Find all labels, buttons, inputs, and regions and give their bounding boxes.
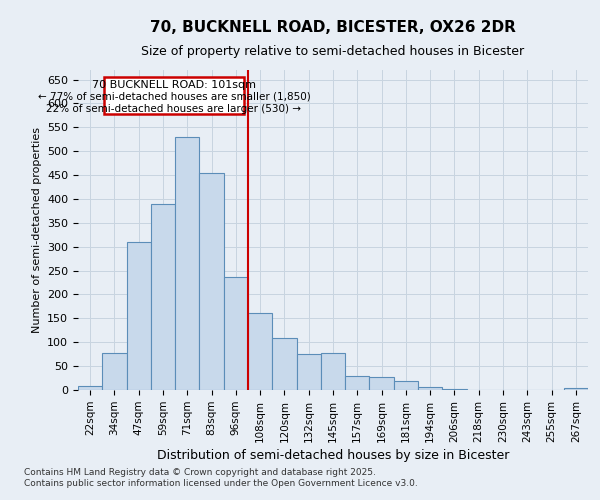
Text: ← 77% of semi-detached houses are smaller (1,850): ← 77% of semi-detached houses are smalle… [38, 92, 310, 102]
Bar [345, 376, 370, 390]
Bar [175, 137, 199, 390]
Y-axis label: Number of semi-detached properties: Number of semi-detached properties [32, 127, 41, 333]
Bar [104, 77, 244, 114]
Bar [442, 389, 467, 390]
Text: 22% of semi-detached houses are larger (530) →: 22% of semi-detached houses are larger (… [46, 104, 301, 114]
Bar [370, 376, 394, 390]
Text: 70, BUCKNELL ROAD, BICESTER, OX26 2DR: 70, BUCKNELL ROAD, BICESTER, OX26 2DR [150, 20, 516, 35]
Bar [272, 338, 296, 390]
Bar [321, 352, 345, 390]
Text: Size of property relative to semi-detached houses in Bicester: Size of property relative to semi-detach… [142, 45, 524, 58]
Bar [127, 242, 151, 390]
Bar [296, 354, 321, 390]
Bar [418, 386, 442, 390]
Bar [224, 277, 248, 390]
X-axis label: Distribution of semi-detached houses by size in Bicester: Distribution of semi-detached houses by … [157, 449, 509, 462]
Text: 70 BUCKNELL ROAD: 101sqm: 70 BUCKNELL ROAD: 101sqm [92, 80, 256, 90]
Bar [199, 172, 224, 390]
Bar [151, 204, 175, 390]
Bar [248, 313, 272, 390]
Bar [394, 382, 418, 390]
Bar [564, 388, 588, 390]
Text: Contains HM Land Registry data © Crown copyright and database right 2025.
Contai: Contains HM Land Registry data © Crown c… [24, 468, 418, 487]
Bar [102, 353, 127, 390]
Bar [78, 386, 102, 390]
